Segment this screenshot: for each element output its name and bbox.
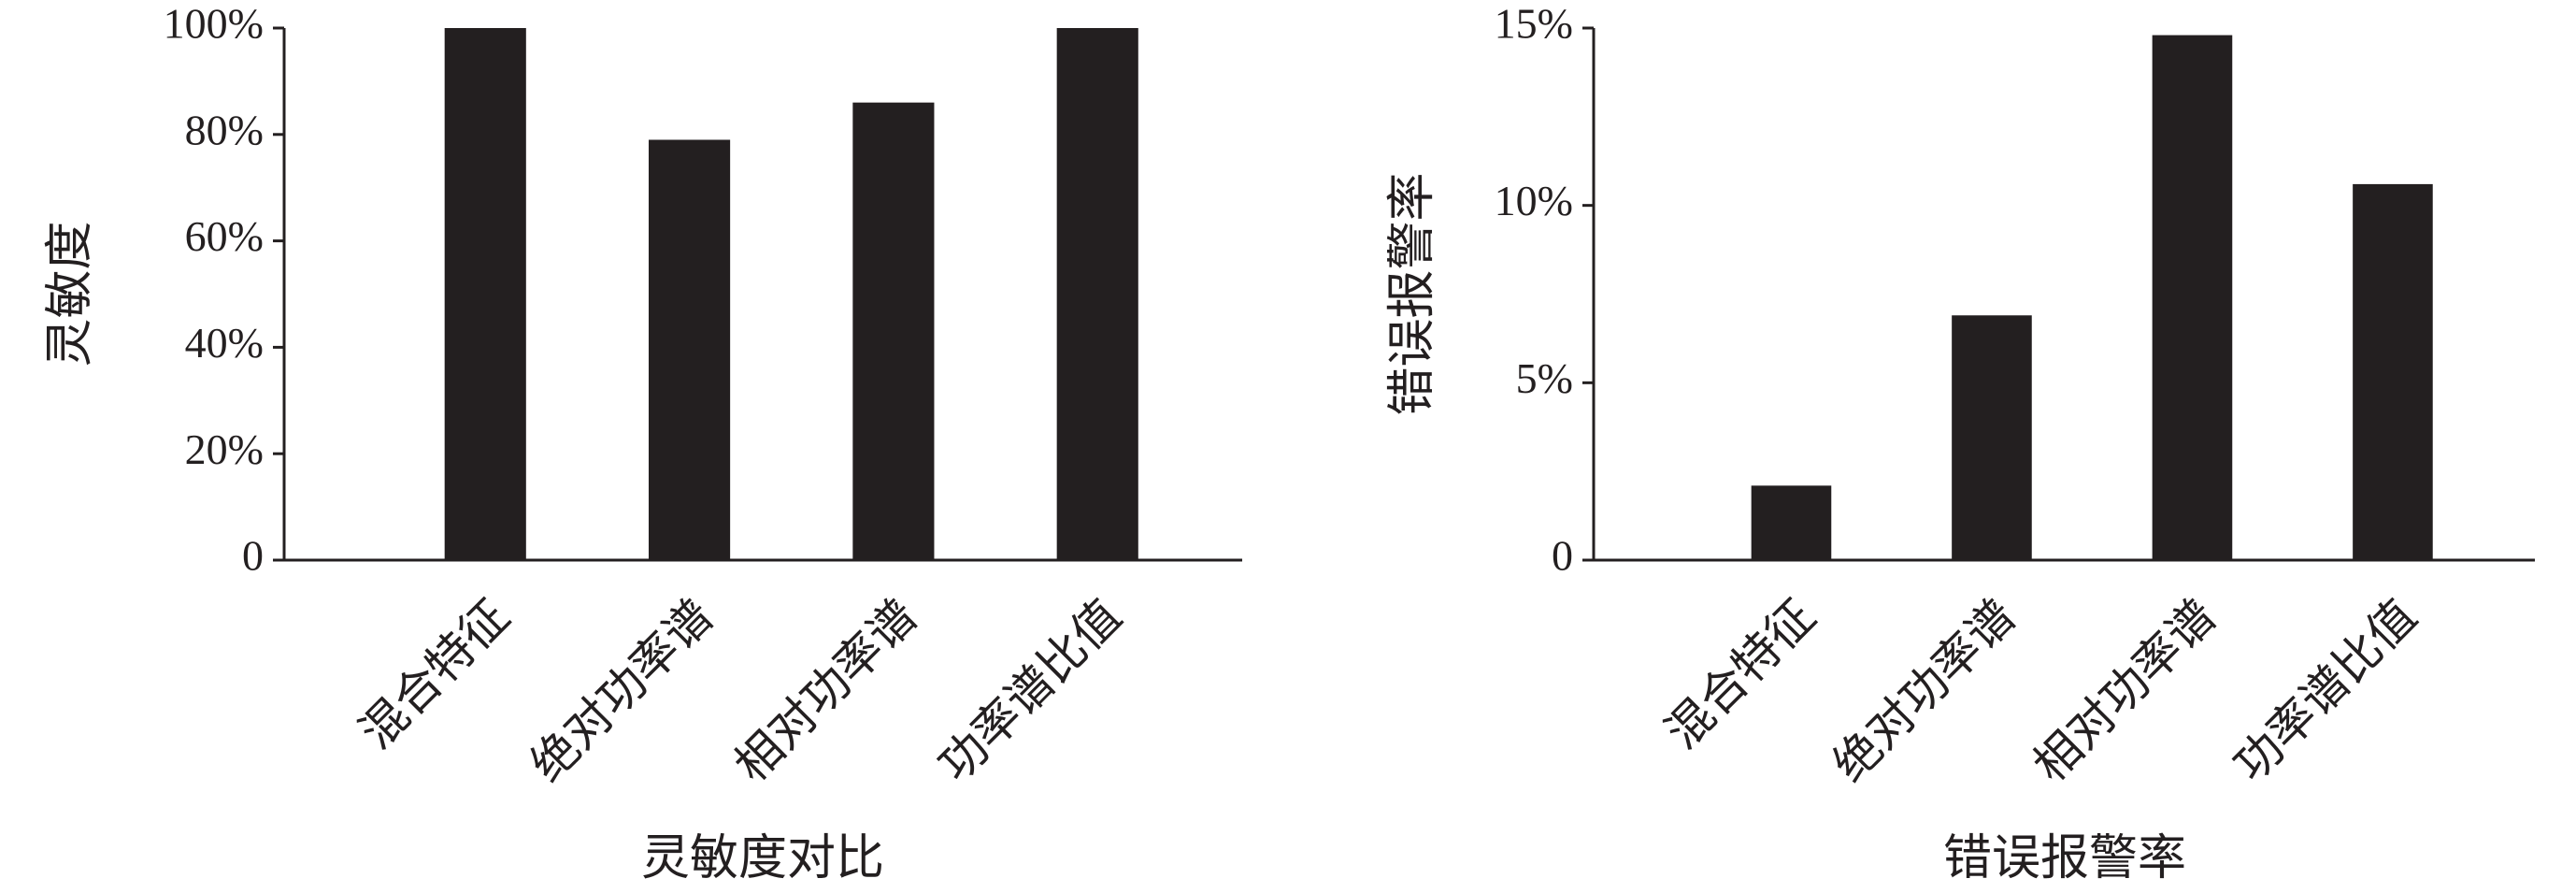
chart-title: 灵敏度对比	[641, 832, 884, 886]
x-tick-label: 混合特征	[1655, 589, 1825, 758]
bar	[2353, 183, 2433, 560]
y-tick-label: 10%	[1495, 177, 1573, 224]
y-tick-label: 40%	[185, 319, 264, 367]
y-tick-label: 0	[1552, 532, 1573, 580]
y-axis-title: 错误报警率	[1386, 172, 1439, 415]
bar	[444, 28, 526, 560]
y-tick-label: 15%	[1495, 0, 1573, 48]
x-tick-label: 绝对功率谱	[1823, 589, 2025, 791]
bar	[852, 102, 935, 560]
y-tick-label: 5%	[1516, 354, 1573, 402]
x-tick-label: 相对功率谱	[724, 589, 926, 791]
x-tick-label: 功率谱比值	[2224, 589, 2426, 791]
x-tick-label: 功率谱比值	[929, 589, 1131, 791]
x-tick-label: 混合特征	[350, 589, 519, 758]
chart-title: 错误报警率	[1943, 832, 2186, 886]
y-tick-label: 20%	[185, 425, 264, 473]
bar	[1751, 485, 1832, 560]
y-axis-title: 灵敏度	[44, 221, 97, 367]
x-tick-label: 绝对功率谱	[521, 589, 723, 791]
bar	[2152, 35, 2233, 560]
y-tick-label: 0	[242, 532, 264, 580]
y-tick-label: 100%	[164, 0, 264, 48]
bar	[1952, 315, 2032, 560]
x-tick-label: 相对功率谱	[2024, 589, 2225, 791]
y-tick-label: 80%	[185, 106, 264, 153]
bar	[1056, 28, 1138, 560]
y-tick-label: 60%	[185, 212, 264, 260]
bar	[649, 139, 731, 561]
